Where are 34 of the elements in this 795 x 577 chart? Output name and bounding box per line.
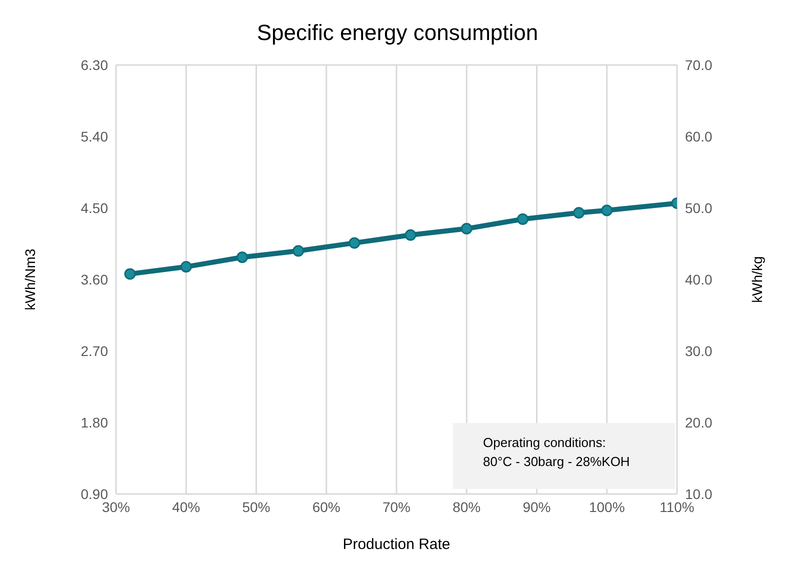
y2-tick-label: 70.0 [685,56,712,73]
point [516,213,528,225]
y2-tick-label: 50.0 [685,200,712,216]
y2-tick-label: 20.0 [685,414,712,430]
point [292,245,304,257]
annotation: Operating conditions: 80°C - 30barg - 28%KOH [483,434,630,471]
y2-axis-title: kWh/kg [748,256,765,303]
chart-title: Specific energy consumption [256,20,540,46]
y-axis-title: kWh/Nm3 [22,248,38,310]
point [124,268,136,280]
y-tick-label: 4.50 [80,200,108,216]
y-tick-label: 5.40 [80,128,108,144]
x-tick-label: 40% [172,498,200,515]
y2-tick-label: 40.0 [685,271,712,288]
x-tick-label: 80% [452,498,481,515]
y-tick-label: 6.30 [80,56,108,73]
y2-tick-label: 30.0 [685,342,712,359]
point [236,252,248,264]
x-tick-label: 50% [242,498,270,515]
point [180,261,192,273]
point [404,229,416,241]
x-axis-title: Production Rate [342,536,450,553]
point [601,204,613,216]
y-tick-label: 1.80 [80,414,108,430]
x-tick-label: 100% [588,498,625,515]
x-tick-label: 60% [312,498,340,515]
x-tick-label: 90% [522,498,551,515]
point [573,207,585,219]
x-tick-label: 70% [382,498,411,515]
point [460,222,472,234]
point [348,237,360,249]
y-tick-label: 3.60 [80,271,108,288]
y-tick-label: 2.70 [80,342,108,359]
y2-tick-label: 60.0 [685,128,712,144]
